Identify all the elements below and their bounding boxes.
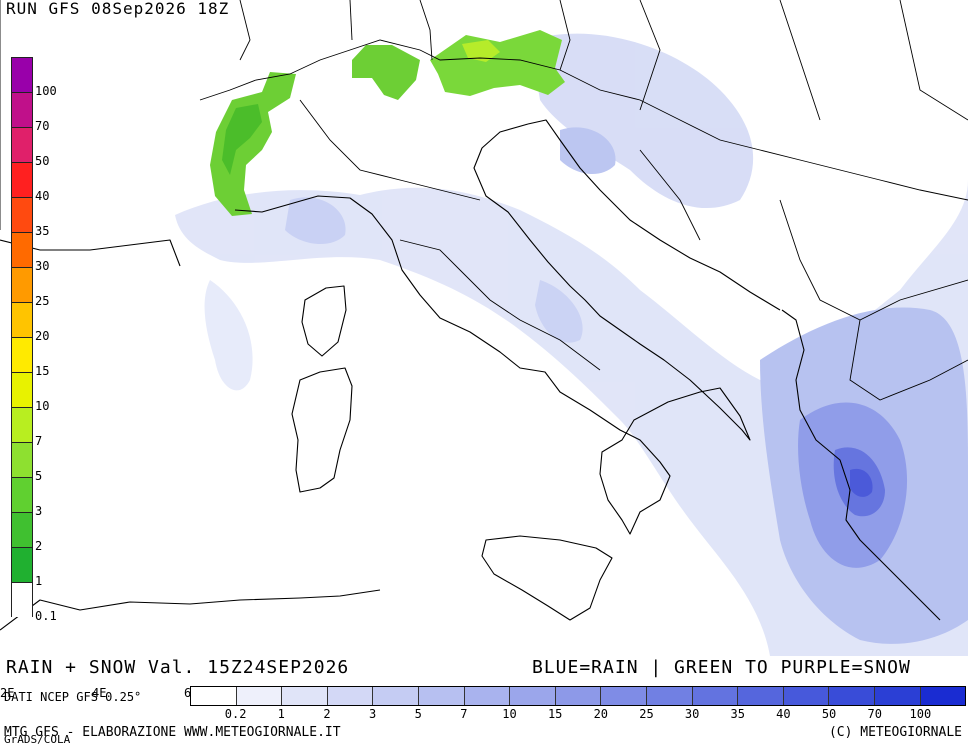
rain-scale-swatch [601,687,647,705]
snow-scale-swatch [11,442,33,477]
snow-scale-label: 1 [35,574,43,588]
rain-scale-swatch [920,687,966,705]
snow-scale-label: 70 [35,119,50,133]
rain-scale-tick: 35 [730,707,745,721]
rain-scale-tick: 1 [277,707,285,721]
snow-field [210,30,565,216]
rain-scale-swatch [555,687,602,705]
coastlines [0,119,941,631]
rain-scale-swatch [327,687,374,705]
rain-color-bar [190,686,966,706]
snow-scale-swatch [11,407,33,442]
snow-scale-label: 0.1 [35,609,57,623]
snow-color-scale: 100 70 50 40 35 30 25 20 15 10 7 5 3 2 1 0.1 [11,57,57,623]
rain-scale-tick: 10 [502,707,517,721]
snow-scale-swatch [11,127,33,162]
snow-scale-label: 3 [35,504,43,518]
snow-scale-swatch [11,582,33,617]
rain-scale-swatch [783,687,830,705]
data-source: DATI NCEP GFS 0.25° [4,690,142,704]
rain-scale-swatch [646,687,693,705]
rain-scale-tick: 5 [414,707,422,721]
rain-scale-swatch [418,687,465,705]
rain-scale-swatch [236,687,283,705]
longitude-label: 4E [92,686,107,700]
snow-scale-label: 25 [35,294,50,308]
rain-scale-tick: 50 [821,707,837,721]
snow-scale-swatch [11,302,33,337]
run-title: RUN GFS 08Sep2026 18Z [4,0,232,18]
rain-scale-swatch [282,687,328,705]
snow-scale-label: 5 [35,469,43,483]
snow-scale-label: 10 [35,399,50,413]
rain-scale-tick: 3 [368,707,377,721]
rain-scale-ticks: 0.2 1 2 3 5 7 10 15 20 25 30 35 40 50 70 100 [0,707,968,723]
rain-scale-swatch [373,687,419,705]
snow-scale-swatch [11,267,33,302]
rain-scale-tick: 40 [776,707,791,721]
snow-scale-swatch [11,547,33,582]
rain-scale-tick: 70 [867,707,882,721]
rain-scale-tick: 0.2 [224,707,247,721]
legend-description: BLUE=RAIN | GREEN TO PURPLE=SNOW [532,657,911,678]
snow-scale-swatch [11,162,33,197]
rain-scale-swatch [829,687,875,705]
footer-credit: MTG GFS - ELABORAZIONE WWW.METEOGIORNALE… [4,725,341,740]
snow-scale-label: 40 [35,189,50,203]
rain-scale-tick: 25 [639,707,654,721]
rain-scale-swatch [738,687,784,705]
rain-field [175,33,968,656]
rain-scale-tick: 20 [593,707,609,721]
rain-scale-swatch [510,687,556,705]
snow-scale-label: 50 [35,154,50,168]
rain-scale-tick: 2 [323,707,331,721]
snow-scale-swatch [11,337,33,372]
snow-scale-label: 30 [35,259,50,273]
snow-scale-label: 35 [35,224,50,238]
borders [0,0,968,401]
snow-scale-label: 100 [35,84,57,98]
snow-scale-swatch [11,232,33,267]
snow-scale-label: 15 [35,364,50,378]
precipitation-map [0,0,968,656]
snow-scale-swatch [11,57,33,92]
rain-scale-tick: 100 [909,707,932,721]
snow-scale-swatch [11,92,33,127]
map-subtitle: RAIN + SNOW Val. 15Z24SEP2026 [6,657,350,678]
snow-scale-label: 20 [35,329,50,343]
rain-scale-swatch [464,687,511,705]
grads-credit: GrADS/COLA [4,733,71,746]
snow-scale-swatch [11,197,33,232]
longitude-label: 2E [0,686,15,700]
rain-scale-swatch [874,687,921,705]
snow-scale-label: 7 [35,434,43,448]
rain-scale-tick: 7 [460,707,468,721]
rain-scale-tick: 15 [547,707,563,721]
rain-scale-swatch [692,687,739,705]
footer-copyright: (C) METEOGIORNALE [828,725,962,740]
rain-scale-tick: 30 [684,707,700,721]
rain-scale-swatch [191,687,237,705]
snow-scale-swatch [11,477,33,512]
snow-scale-label: 2 [35,539,43,553]
snow-scale-swatch [11,372,33,407]
snow-scale-swatch [11,512,33,547]
